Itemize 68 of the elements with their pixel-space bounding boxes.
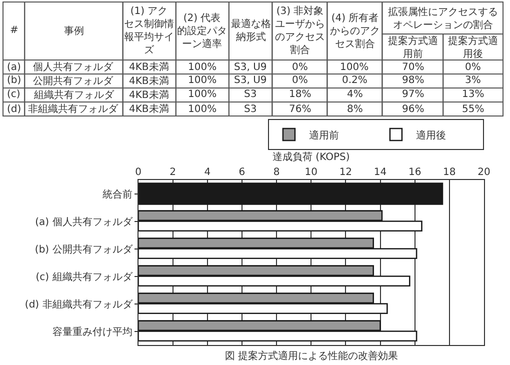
text: # (10, 25, 18, 36)
x-tick-label: 6 (238, 167, 246, 178)
x-tick-label: 14 (374, 167, 387, 178)
text: 組織共有フォルダ (33, 89, 115, 101)
x-tick-label: 10 (304, 167, 318, 178)
x-tick-label: 12 (339, 167, 352, 178)
text: (b) (7, 75, 22, 86)
text: 3% (465, 75, 481, 86)
text: 事例 (64, 25, 84, 37)
y-tick-label: (a) 個人共有フォルダ (35, 216, 134, 228)
text: (2) 代表的設定パターン適率 (177, 12, 227, 50)
text: 100% (340, 62, 369, 73)
text: 76% (289, 104, 312, 115)
y-tick-label: (d) 非組織共有フォルダ (24, 298, 134, 310)
text: (1) アクセス制御情報平均サイズ (124, 6, 174, 56)
text: 13% (462, 89, 484, 100)
text: 0% (292, 75, 308, 86)
text: (a) (7, 62, 22, 73)
text: 0% (465, 62, 481, 73)
text: 0.2% (342, 75, 368, 86)
text: S3, U9 (234, 75, 267, 86)
x-tick-label: 2 (170, 167, 176, 178)
text: 100% (188, 62, 217, 73)
x-tick-label: 4 (204, 167, 211, 178)
y-tick-label: (c) 組織共有フォルダ (36, 270, 134, 283)
text: 非組織共有フォルダ (28, 103, 119, 115)
x-tick-label: 16 (408, 167, 422, 178)
text: 100% (188, 104, 217, 115)
x-axis-title: 達成負荷 (KOPS) (272, 151, 350, 163)
legend-label: 適用前 (308, 129, 339, 142)
text: 100% (188, 75, 217, 86)
text: 100% (188, 89, 217, 100)
text: 4KB未満 (129, 61, 169, 73)
x-tick-label: 0 (135, 167, 142, 178)
text: 18% (289, 89, 312, 100)
text: 98% (402, 75, 424, 86)
text: (c) (7, 89, 20, 100)
x-tick-label: 18 (443, 167, 456, 178)
text: 最適な格納形式 (231, 18, 271, 43)
text: 4KB未満 (129, 103, 169, 115)
text: 70% (402, 62, 424, 73)
y-tick-label: 容量重み付け平均 (52, 326, 132, 338)
text: S3 (244, 89, 257, 100)
text: 図 提案方式適用による性能の改善効果 (225, 350, 398, 362)
text: 個人共有フォルダ (33, 61, 114, 73)
x-tick-label: 8 (273, 167, 280, 178)
text: (d) (7, 104, 22, 115)
legend-label: 適用後 (416, 129, 446, 142)
text: (3) 非対象ユーザからのアクセス割合 (275, 5, 325, 56)
text: 96% (402, 104, 424, 115)
text: 4KB未満 (129, 89, 169, 101)
text: 0% (292, 62, 308, 73)
text: S3, U9 (234, 62, 267, 73)
y-tick-label: (b) 公開共有フォルダ (34, 243, 134, 256)
bar (138, 182, 444, 205)
text: (4) 所有者からのアクセス割合 (330, 12, 380, 50)
text: 提案方式適用後 (448, 35, 498, 60)
text: 4% (347, 89, 363, 100)
y-tick-label: 統合前 (102, 188, 132, 200)
text: 拡張属性にアクセスするオペレーションの割合 (388, 6, 498, 31)
x-tick-label: 20 (478, 167, 490, 178)
text: 8% (347, 104, 363, 115)
text: 公開共有フォルダ (33, 75, 114, 87)
text: 55% (462, 104, 484, 115)
text: 97% (402, 89, 424, 100)
text: S3 (244, 104, 257, 115)
text: 4KB未満 (129, 75, 169, 87)
text: 提案方式適用前 (388, 35, 438, 60)
